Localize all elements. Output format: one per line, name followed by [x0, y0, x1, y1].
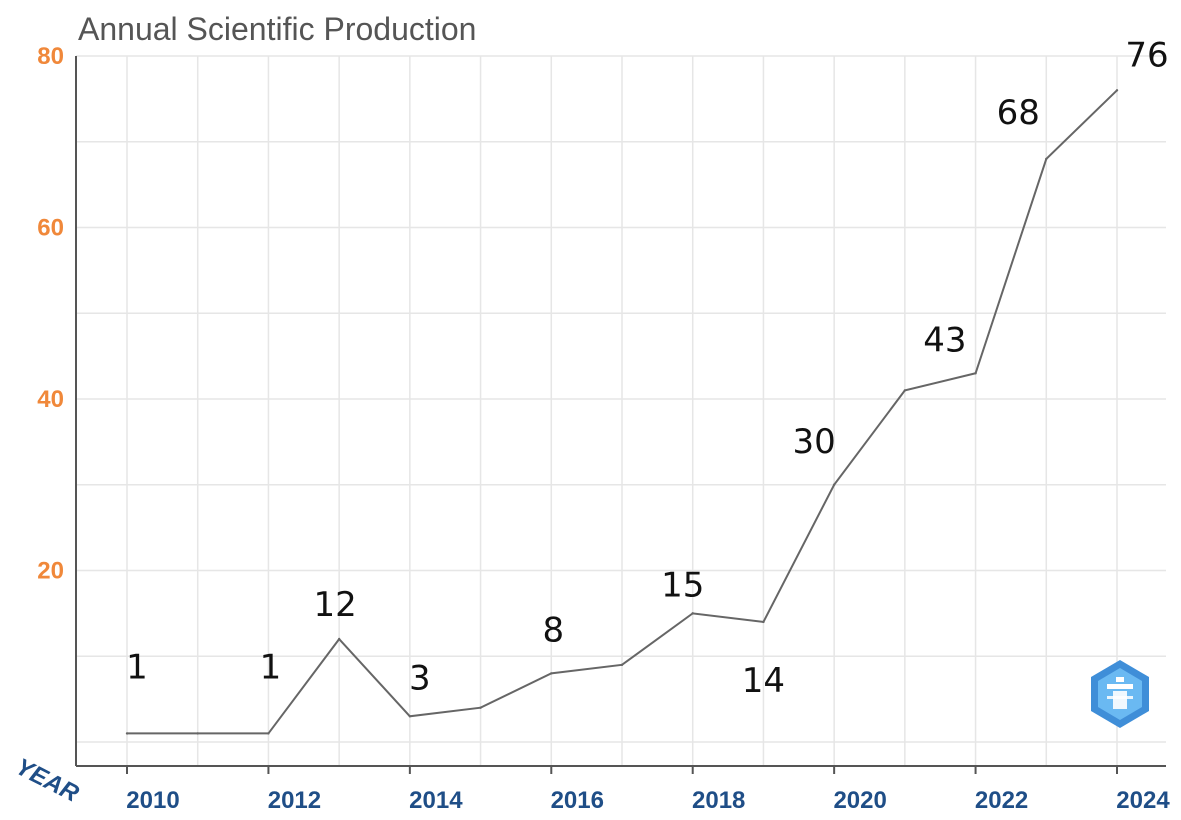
series-points — [125, 89, 1119, 735]
hexagon-badge-icon — [1091, 660, 1149, 728]
data-point — [125, 732, 129, 735]
data-point — [832, 483, 836, 486]
data-label: 76 — [1125, 35, 1168, 75]
data-point — [550, 672, 553, 675]
data-point — [196, 732, 199, 735]
data-label: 8 — [542, 610, 564, 650]
chart-title: Annual Scientific Production — [78, 11, 476, 47]
x-tick-label: 2022 — [975, 787, 1028, 814]
data-point — [974, 372, 977, 375]
data-point — [267, 732, 270, 735]
y-tick-label: 80 — [37, 43, 64, 70]
y-ticks: 20 40 60 80 — [37, 43, 64, 585]
x-tick-label: 2024 — [1116, 787, 1170, 814]
data-point — [1045, 157, 1048, 161]
data-label: 30 — [793, 422, 836, 462]
data-label: 12 — [314, 585, 357, 625]
data-label: 14 — [742, 661, 785, 701]
data-label: 3 — [409, 658, 431, 698]
data-point — [620, 663, 624, 667]
data-label: 1 — [260, 647, 282, 687]
x-ticks: 2010 2012 2014 2016 2018 2020 2022 2024 — [126, 766, 1170, 814]
data-point — [903, 389, 907, 392]
x-tick-label: 2014 — [409, 787, 463, 814]
x-tick-label: 2018 — [692, 787, 745, 814]
data-point — [762, 620, 765, 624]
data-point — [479, 706, 482, 709]
y-tick-label: 40 — [37, 386, 64, 413]
data-point — [337, 637, 341, 641]
data-labels: 1 1 12 3 8 15 14 30 43 68 76 — [126, 35, 1168, 701]
data-point — [691, 612, 694, 615]
grid — [76, 55, 1166, 766]
y-tick-label: 60 — [37, 215, 64, 242]
y-tick-label: 20 — [37, 558, 64, 585]
x-tick-label: 2020 — [833, 787, 886, 814]
data-point — [408, 715, 412, 718]
axes — [75, 56, 1166, 767]
x-tick-label: 2012 — [268, 787, 321, 814]
x-tick-label: 2010 — [126, 787, 179, 814]
x-tick-label: 2016 — [551, 787, 604, 814]
data-label: 68 — [997, 93, 1040, 133]
data-label: 43 — [923, 320, 966, 360]
x-axis-label: YEAR — [11, 753, 83, 808]
data-point — [1115, 89, 1119, 92]
data-label: 15 — [661, 565, 704, 605]
data-label: 1 — [126, 647, 148, 687]
